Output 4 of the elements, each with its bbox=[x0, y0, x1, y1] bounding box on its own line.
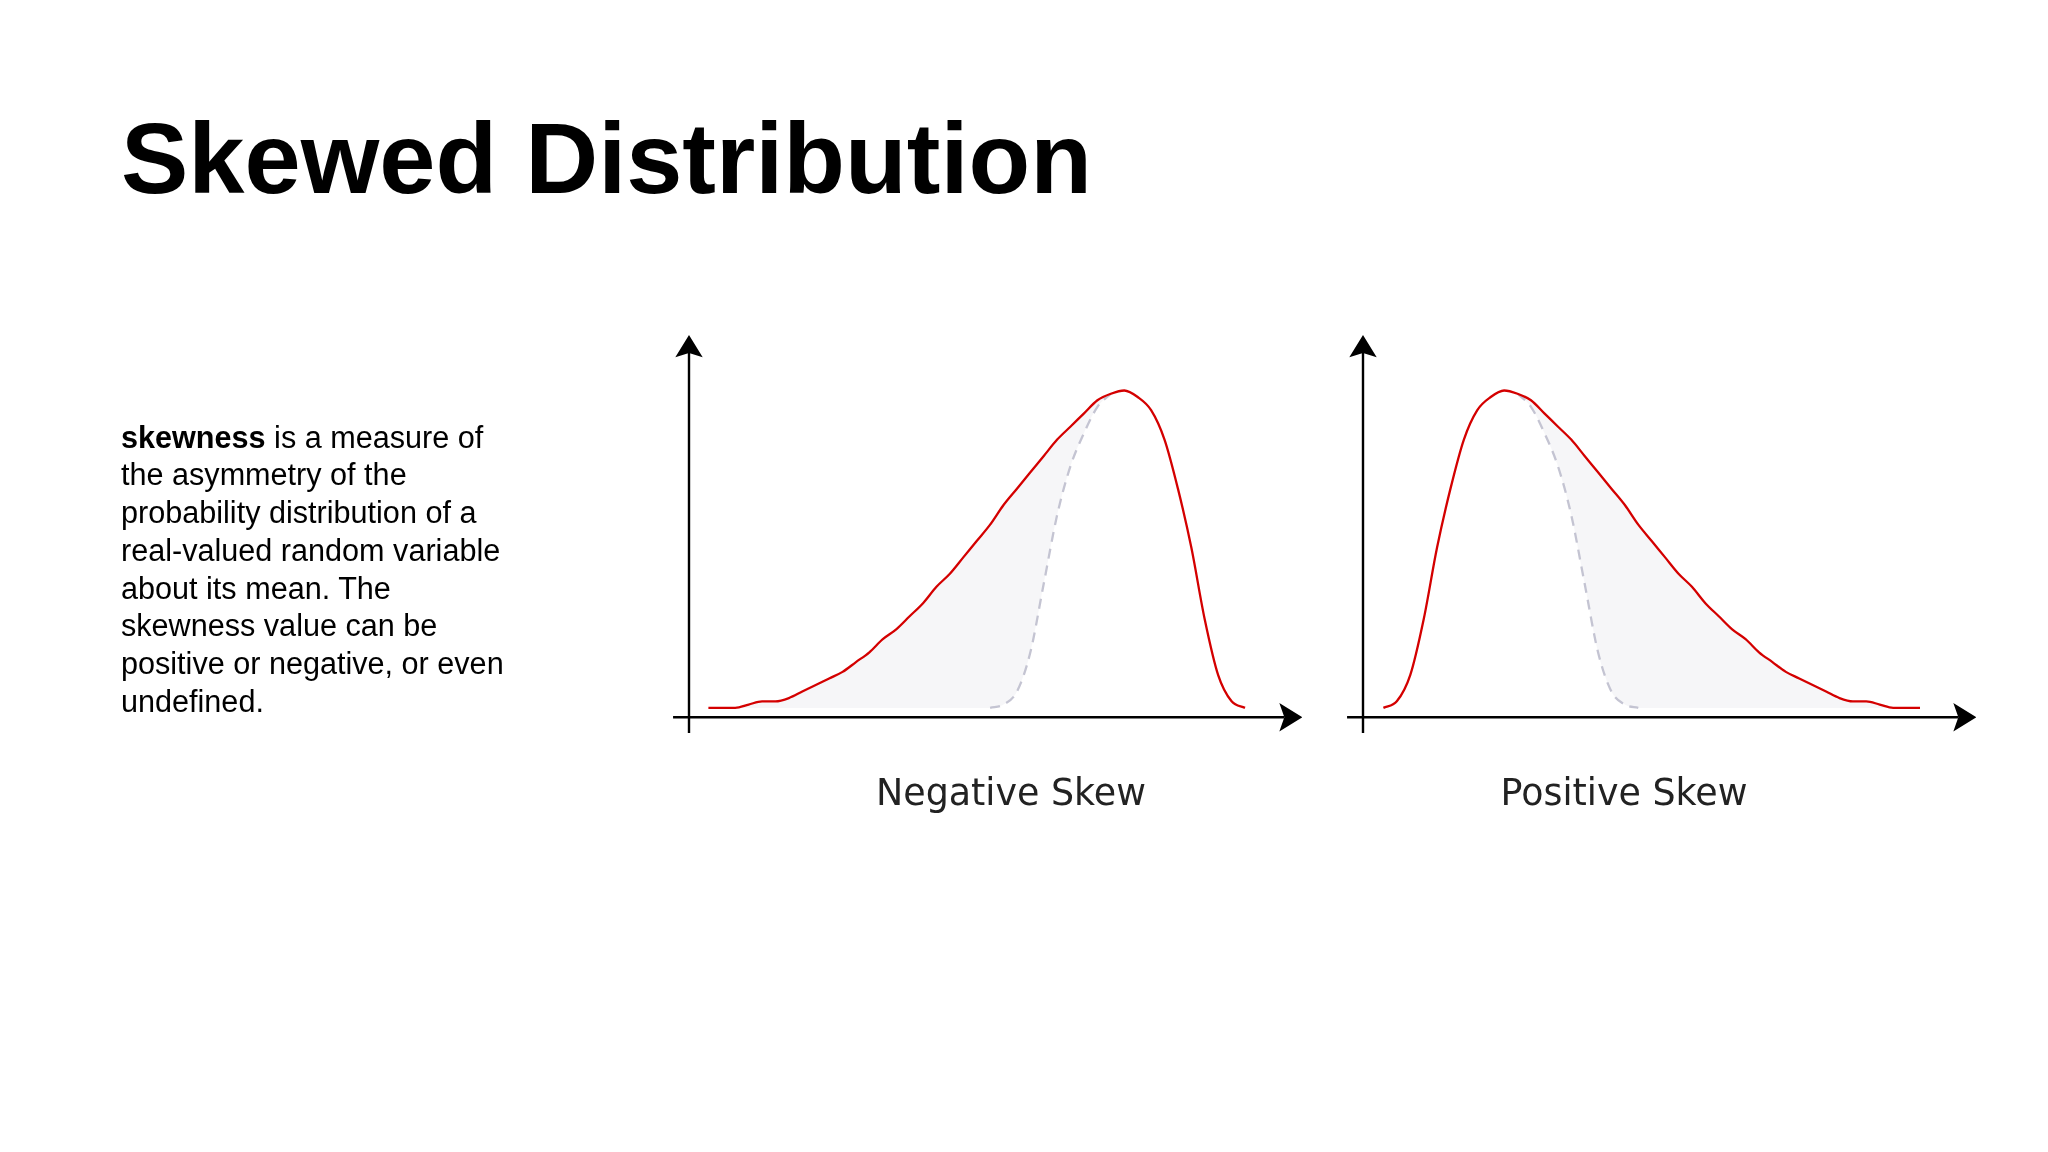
text: skewness is a measure of the asymmetry of the probability distribution of a real-valued random variable about its mean. The skewness value can be positive or negative, or even undefined. bbox=[121, 419, 504, 719]
x-axis-title: Negative Skew bbox=[876, 771, 1146, 815]
x-axis-title: Positive Skew bbox=[1500, 771, 1748, 815]
text: Skewed Distribution bbox=[121, 101, 1092, 214]
